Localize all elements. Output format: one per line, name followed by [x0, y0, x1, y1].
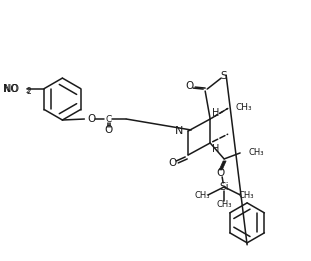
Text: 2: 2 — [25, 87, 30, 93]
Text: H: H — [212, 144, 220, 154]
Text: NO: NO — [4, 84, 19, 93]
Text: C: C — [105, 115, 111, 123]
Text: O: O — [185, 81, 193, 91]
Text: O: O — [104, 125, 113, 135]
Text: H: H — [212, 108, 220, 118]
Text: S: S — [221, 71, 227, 81]
Text: Si: Si — [219, 182, 229, 192]
Text: N: N — [175, 126, 183, 136]
Text: O: O — [168, 158, 176, 168]
Text: CH₃: CH₃ — [238, 191, 254, 200]
Text: CH₃: CH₃ — [194, 191, 210, 200]
Text: 2: 2 — [27, 87, 31, 96]
Text: CH₃: CH₃ — [248, 149, 264, 157]
Polygon shape — [219, 161, 226, 170]
Text: CH₃: CH₃ — [235, 103, 252, 111]
Text: O: O — [87, 114, 95, 124]
Text: CH₃: CH₃ — [216, 200, 232, 209]
Text: NO: NO — [3, 84, 18, 93]
Text: O: O — [216, 168, 224, 178]
